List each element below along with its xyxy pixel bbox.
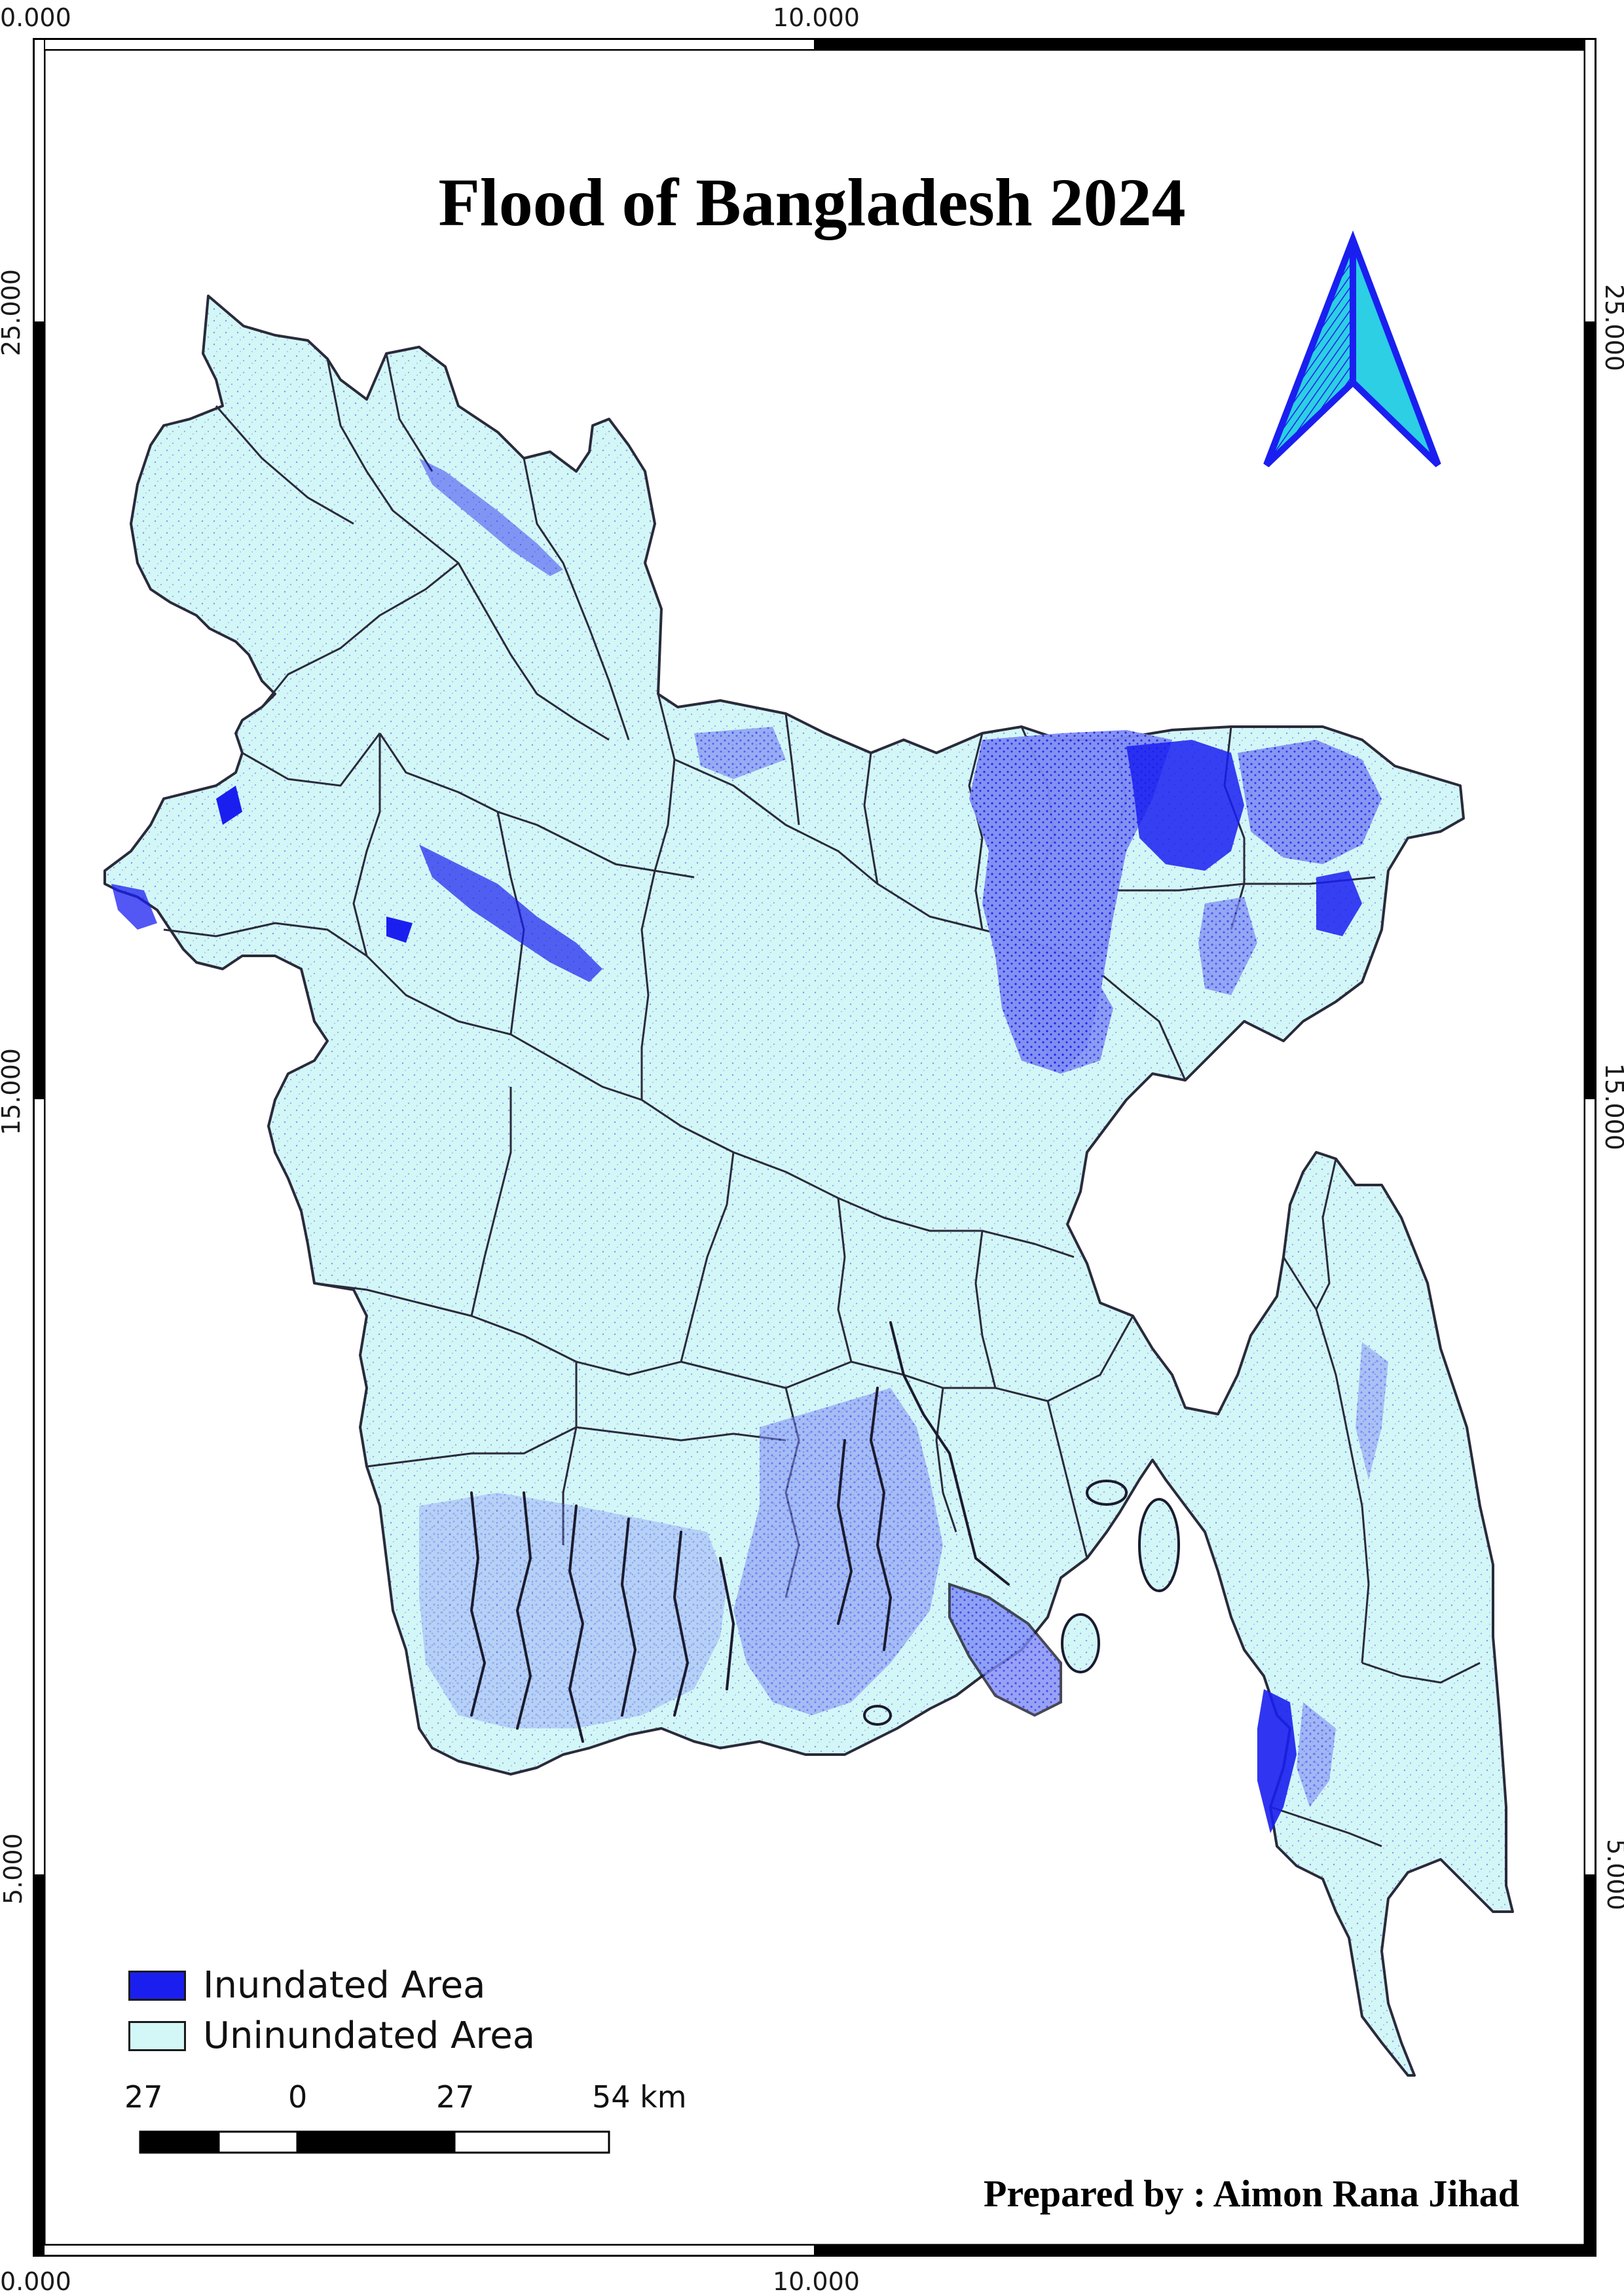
grid-label-bottom-mid: 10.000	[773, 2267, 860, 2296]
scale-label-mid: 27	[436, 2079, 475, 2115]
scale-label-zero: 0	[288, 2079, 308, 2115]
grid-label-left-middle: 15.000	[0, 1048, 26, 1135]
grid-label-left-lower: 5.000	[0, 1833, 28, 1904]
river-channels	[470, 1321, 1010, 1743]
legend-item-inundated: Inundated Area	[128, 1967, 485, 2004]
legend-swatch-uninundated	[128, 2021, 186, 2051]
scale-label-end: 54 km	[592, 2079, 687, 2115]
bangladesh-landmass	[103, 295, 1514, 2077]
grid-label-right-lower: 5.000	[1602, 1839, 1624, 1910]
scale-label-left: 27	[124, 2079, 163, 2115]
author-credit: Prepared by : Aimon Rana Jihad	[983, 2172, 1519, 2215]
grid-label-right-middle: 15.000	[1600, 1063, 1624, 1150]
legend-label-inundated: Inundated Area	[203, 1964, 486, 2007]
north-arrow-icon	[1263, 230, 1441, 467]
grid-label-left-upper: 25.000	[0, 269, 26, 356]
grid-label-top-mid: 10.000	[773, 3, 860, 32]
grid-label-right-upper: 25.000	[1600, 284, 1624, 371]
grid-label-top-left: 0.000	[0, 3, 71, 32]
inundated-zones	[111, 458, 1388, 1833]
legend-label-uninundated: Uninundated Area	[203, 2014, 536, 2057]
scale-bar	[139, 2130, 610, 2154]
offshore-islands	[863, 1480, 1180, 1726]
map-frame	[33, 38, 1596, 2257]
grid-label-bottom-left: 0.000	[0, 2267, 71, 2296]
legend-swatch-inundated	[128, 1971, 186, 2001]
map-title: Flood of Bangladesh 2024	[438, 165, 1186, 240]
legend-item-uninundated: Uninundated Area	[128, 2018, 535, 2054]
